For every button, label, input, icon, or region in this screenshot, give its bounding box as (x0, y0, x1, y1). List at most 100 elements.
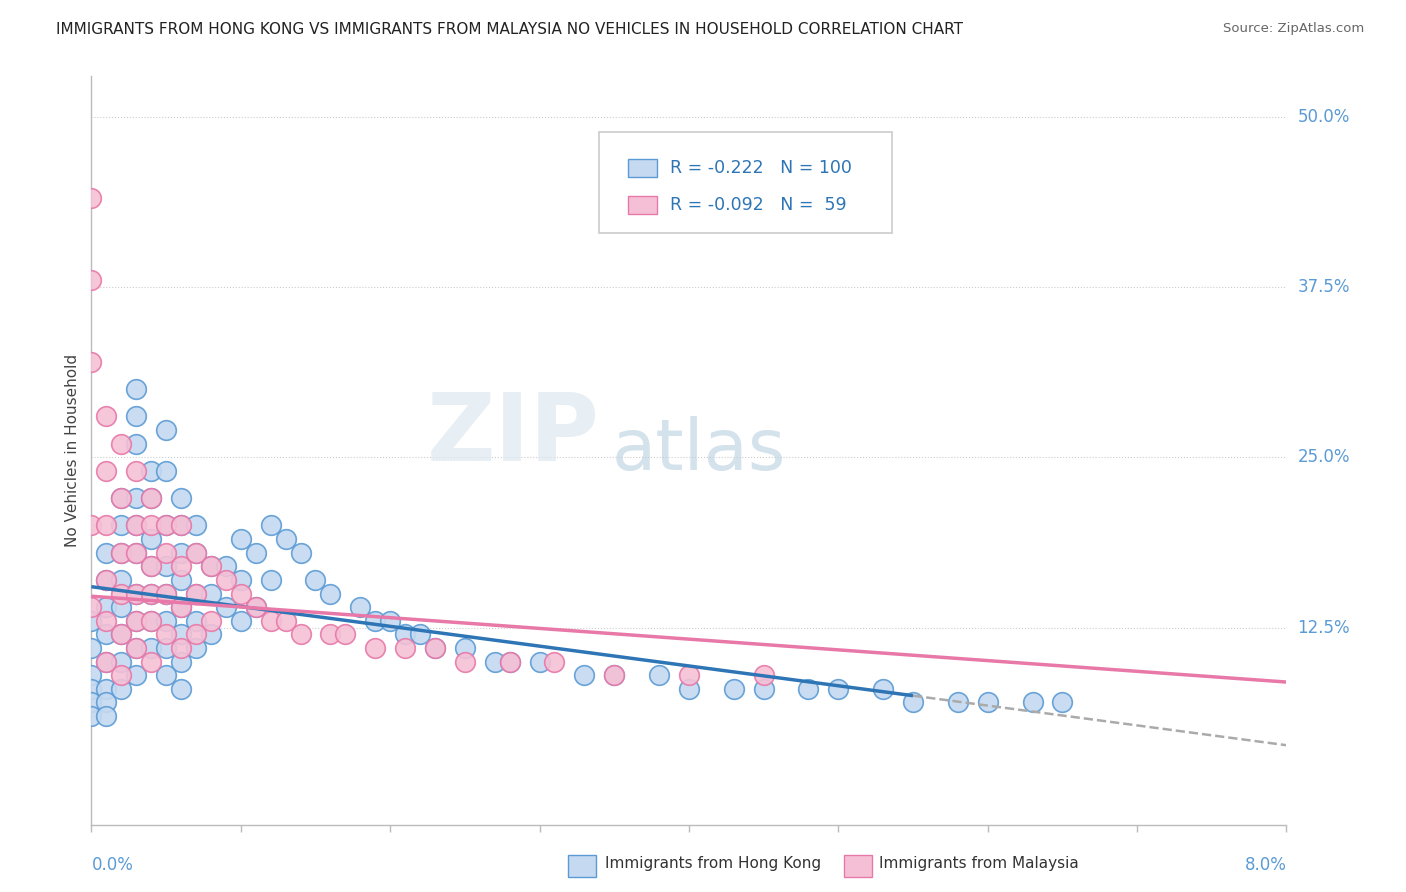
Point (141, 491, 162, 505)
Point (170, 546, 193, 560)
Point (141, 586, 162, 600)
Text: Source: ZipAtlas.com: Source: ZipAtlas.com (1223, 22, 1364, 36)
Point (125, 518, 148, 533)
Point (529, 655, 551, 669)
Point (678, 668, 700, 682)
Point (170, 573, 193, 587)
Point (110, 627, 132, 641)
Point (752, 668, 775, 682)
Point (797, 681, 820, 696)
Point (170, 518, 193, 533)
Point (155, 423, 177, 437)
Point (155, 668, 177, 682)
Point (155, 464, 177, 478)
Point (648, 668, 671, 682)
Point (184, 627, 207, 641)
Point (125, 382, 148, 396)
Point (200, 614, 222, 628)
Point (155, 518, 177, 533)
Point (274, 614, 297, 628)
Point (141, 559, 162, 574)
Point (110, 627, 132, 641)
Text: 50.0%: 50.0% (1298, 108, 1350, 126)
Point (125, 668, 148, 682)
Text: IMMIGRANTS FROM HONG KONG VS IMMIGRANTS FROM MALAYSIA NO VEHICLES IN HOUSEHOLD C: IMMIGRANTS FROM HONG KONG VS IMMIGRANTS … (56, 22, 963, 37)
Point (170, 518, 193, 533)
FancyBboxPatch shape (628, 159, 657, 177)
Point (872, 681, 894, 696)
Point (80, 614, 103, 628)
Point (110, 518, 132, 533)
Point (110, 491, 132, 505)
Point (378, 614, 402, 628)
Point (110, 668, 132, 682)
Point (170, 600, 193, 615)
Point (976, 696, 998, 710)
Text: 12.5%: 12.5% (1298, 618, 1350, 637)
Point (141, 532, 162, 546)
Text: atlas: atlas (612, 416, 786, 485)
Point (245, 546, 267, 560)
Point (125, 586, 148, 600)
Point (200, 559, 222, 574)
Point (335, 627, 357, 641)
Point (200, 559, 222, 574)
Point (96, 518, 118, 533)
Point (184, 614, 207, 628)
Point (141, 464, 162, 478)
Point (184, 546, 207, 560)
Point (96, 709, 118, 723)
Point (752, 681, 775, 696)
Point (200, 627, 222, 641)
Point (170, 600, 193, 615)
FancyBboxPatch shape (628, 195, 657, 214)
Point (723, 681, 745, 696)
Point (290, 546, 312, 560)
Point (484, 655, 506, 669)
Point (96, 546, 118, 560)
Point (80, 709, 103, 723)
Text: R = -0.092   N =  59: R = -0.092 N = 59 (669, 195, 846, 214)
Point (125, 436, 148, 450)
Point (170, 627, 193, 641)
Point (80, 273, 103, 287)
Point (80, 668, 103, 682)
Point (498, 655, 520, 669)
Point (96, 614, 118, 628)
Point (184, 518, 207, 533)
Point (96, 681, 118, 696)
Text: Immigrants from Hong Kong: Immigrants from Hong Kong (605, 856, 821, 871)
Point (184, 640, 207, 655)
Point (155, 586, 177, 600)
Point (245, 600, 267, 615)
Text: 25.0%: 25.0% (1298, 449, 1350, 467)
Point (80, 518, 103, 533)
Point (80, 696, 103, 710)
Point (229, 614, 252, 628)
Point (110, 586, 132, 600)
Point (125, 614, 148, 628)
Text: 37.5%: 37.5% (1298, 278, 1350, 296)
Point (141, 614, 162, 628)
Point (170, 655, 193, 669)
Point (409, 627, 432, 641)
Point (200, 586, 222, 600)
Point (80, 355, 103, 369)
Text: 0.0%: 0.0% (91, 855, 134, 873)
Point (319, 586, 342, 600)
Point (80, 640, 103, 655)
Point (1052, 696, 1074, 710)
Point (184, 586, 207, 600)
Point (603, 668, 626, 682)
Y-axis label: No Vehicles in Household: No Vehicles in Household (65, 354, 80, 547)
Text: ZIP: ZIP (426, 390, 599, 482)
Point (110, 655, 132, 669)
Point (125, 640, 148, 655)
Point (543, 655, 565, 669)
Point (96, 409, 118, 424)
Point (259, 614, 281, 628)
Text: Immigrants from Malaysia: Immigrants from Malaysia (879, 856, 1078, 871)
Point (141, 640, 162, 655)
Point (184, 586, 207, 600)
Point (364, 614, 387, 628)
